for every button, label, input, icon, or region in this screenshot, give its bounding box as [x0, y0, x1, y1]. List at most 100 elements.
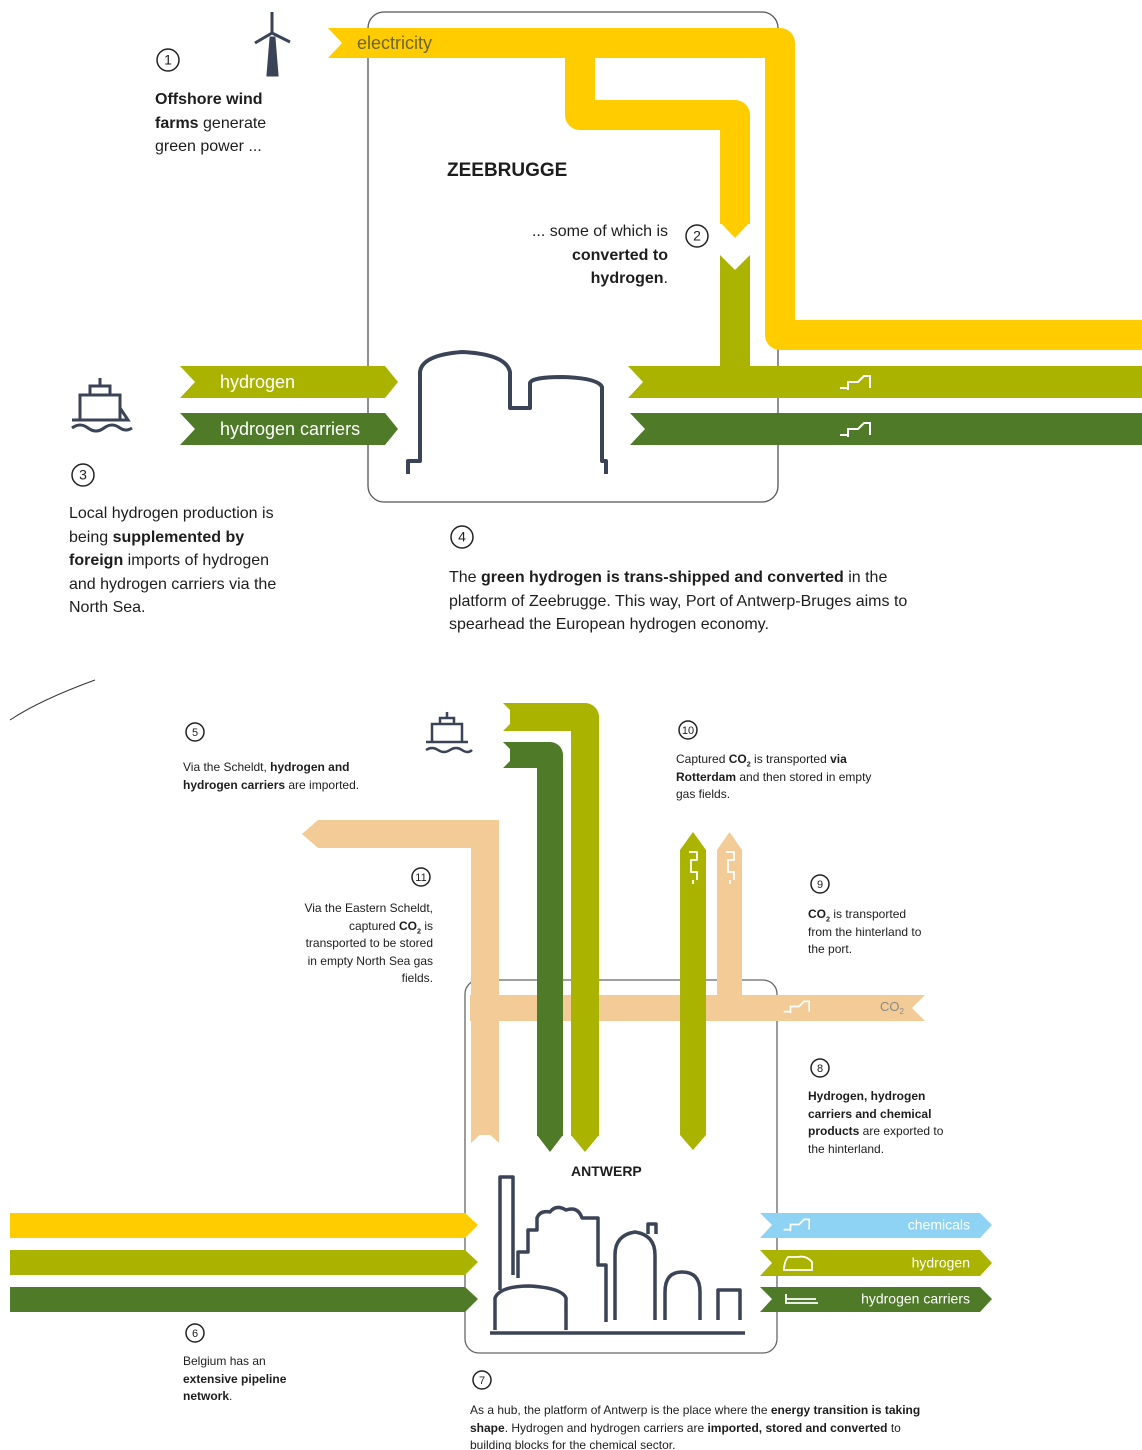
text-part: is transported to be stored in empty Nor…	[305, 918, 433, 986]
text-part: to building blocks for the chemical sect…	[470, 1420, 901, 1450]
carriers-import	[180, 413, 398, 445]
step-circle	[472, 1370, 492, 1390]
step-circle	[185, 722, 205, 742]
step-number: 6	[192, 1328, 198, 1340]
hydrogen-import	[510, 703, 599, 1136]
step-text: Belgium has an extensive pipeline networ…	[183, 1353, 313, 1406]
wind-turbine-icon	[254, 12, 291, 77]
text-part: in the platform of Zeebrugge. This way, …	[449, 569, 908, 633]
step-circle	[411, 867, 431, 887]
step-number: 11	[415, 872, 426, 884]
flow-tail	[503, 742, 516, 768]
text-part: Via the Eastern Scheldt, captured	[304, 901, 433, 933]
carriers-flow	[10, 1287, 478, 1312]
co2-subscript: 2	[900, 1007, 905, 1016]
text-part: hydrogen and hydrogen carriers	[183, 760, 350, 792]
electricity-branch	[565, 58, 750, 224]
barge-icon	[785, 1294, 818, 1304]
plant-icon	[406, 350, 608, 474]
text-part: green hydrogen is trans-shipped and conv…	[481, 569, 844, 586]
flow-tail	[471, 1130, 499, 1143]
ship-icon	[71, 378, 133, 433]
export-label: chemicals	[908, 1217, 970, 1233]
text-part: ... some of which is	[531, 223, 668, 240]
text-part: are exported to the hinterland.	[808, 1124, 944, 1156]
text-part: imported, stored and converted	[707, 1420, 888, 1435]
text-part: .	[663, 270, 668, 287]
step-text: Local hydrogen production is being suppl…	[69, 502, 294, 620]
flow-label: hydrogen carriers	[220, 419, 360, 439]
co2-flow	[717, 832, 742, 995]
text-part: converted to hydrogen	[571, 246, 668, 288]
carriers-import	[510, 742, 563, 1136]
step-text: Via the Scheldt, hydrogen and hydrogen c…	[183, 759, 398, 794]
flow-label: electricity	[357, 33, 432, 53]
text-part: extensive pipeline network	[183, 1371, 287, 1404]
text-part: 2	[417, 925, 421, 935]
text-part: is transported from the hinterland to th…	[808, 907, 922, 956]
arrow-tip	[537, 1135, 563, 1152]
step-circle	[678, 720, 698, 740]
step-number: 5	[192, 727, 198, 739]
step-number: 10	[682, 725, 694, 737]
text-part: Local hydrogen production is being	[69, 505, 274, 546]
flow-tail	[503, 703, 520, 731]
ship-icon	[425, 712, 473, 754]
step-circle	[156, 48, 180, 72]
step-circle	[810, 1058, 830, 1078]
hydrogen-export	[760, 1250, 992, 1276]
truck-icon	[783, 1255, 813, 1271]
text-part: 2	[826, 914, 830, 924]
step-number: 8	[817, 1063, 823, 1075]
text-part: Belgium has an	[183, 1354, 266, 1368]
text-part: generate green power ...	[155, 114, 267, 156]
step-number: 2	[693, 228, 701, 244]
co2-text: CO	[880, 999, 900, 1014]
hydrogen-flow	[720, 255, 750, 370]
text-part: are imported.	[285, 777, 360, 792]
step-text: The green hydrogen is trans-shipped and …	[449, 566, 949, 637]
electricity-flow	[345, 28, 1142, 350]
electricity-flow	[10, 1213, 478, 1238]
step-circle	[71, 463, 95, 487]
text-part: Offshore wind farms	[155, 91, 263, 132]
step-circle	[810, 874, 830, 894]
step-text: Captured CO2 is transported via Rotterda…	[676, 751, 876, 804]
text-part: As a hub, the platform of Antwerp is the…	[470, 1403, 771, 1417]
site-title: ANTWERP	[571, 1163, 642, 1179]
electricity-tail	[328, 28, 350, 58]
site-title: ZEEBRUGGE	[447, 160, 568, 181]
step-number: 7	[479, 1375, 485, 1387]
step-text: ... some of which is converted to hydrog…	[520, 220, 668, 291]
arrow-tip	[720, 222, 750, 238]
text-part: Hydrogen, hydrogen carriers and chemical…	[808, 1089, 932, 1138]
text-part: supplemented by foreign	[69, 528, 245, 570]
step-number: 1	[164, 52, 172, 68]
text-part: via Rotterdam	[676, 752, 847, 784]
valve-icon	[689, 851, 735, 884]
export-label: hydrogen	[912, 1255, 970, 1271]
text-part: Via the Scheldt,	[183, 760, 271, 774]
text-part: CO	[399, 918, 417, 933]
step-text: CO2 is transported from the hinterland t…	[808, 906, 933, 959]
text-part: is transported	[750, 752, 831, 766]
step-text: Hydrogen, hydrogen carriers and chemical…	[808, 1088, 958, 1158]
hydrogen-import	[180, 366, 398, 398]
export-label: hydrogen carriers	[861, 1291, 970, 1307]
text-part: CO	[728, 752, 747, 766]
step-number: 9	[817, 879, 823, 891]
coastline	[9, 679, 96, 721]
text-part: imports of hydrogen and hydrogen carrier…	[69, 552, 277, 616]
step-number: 4	[458, 529, 466, 545]
step-circle	[185, 1323, 205, 1343]
hydrogen-flow	[680, 832, 706, 1150]
chemicals-export	[760, 1213, 992, 1238]
step-circle	[450, 525, 474, 549]
text-part: .	[229, 1389, 233, 1403]
arrow-tip	[302, 820, 318, 848]
step-number: 3	[79, 467, 87, 483]
carriers-export	[760, 1287, 992, 1312]
text-part: 2	[746, 759, 751, 769]
